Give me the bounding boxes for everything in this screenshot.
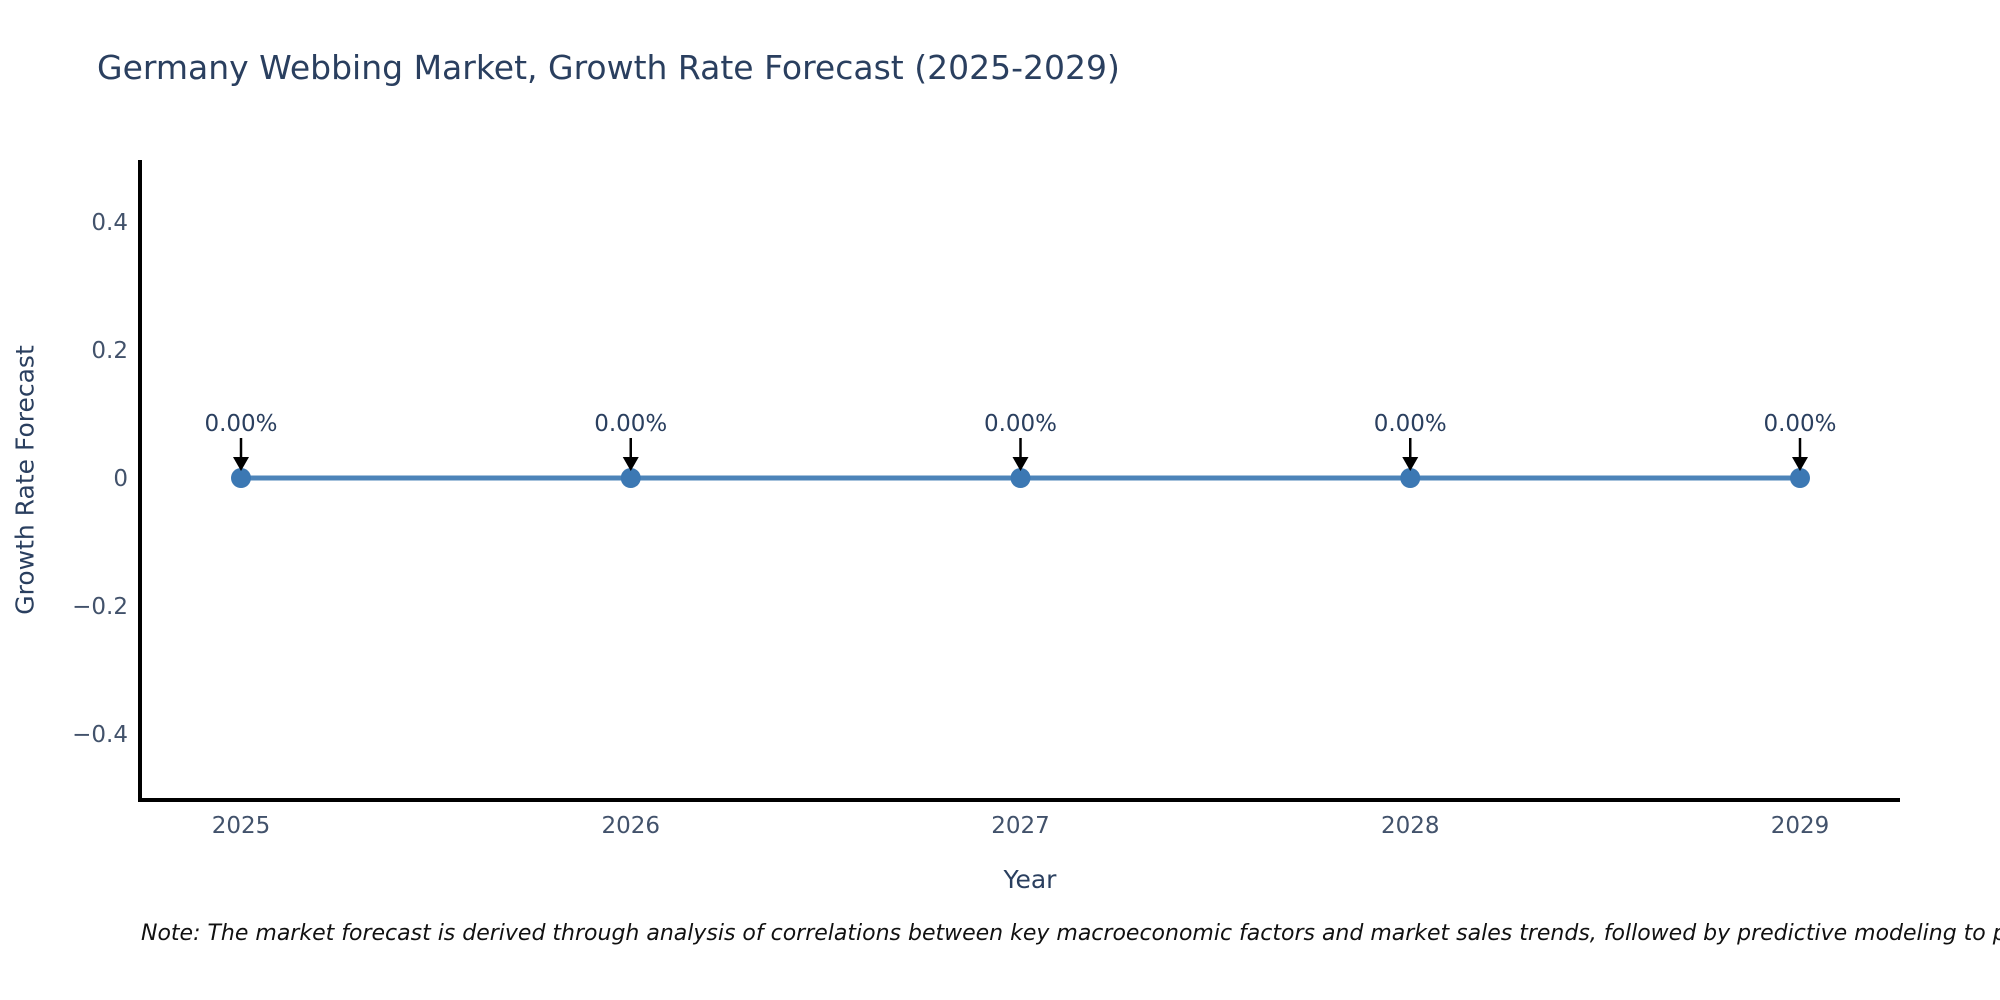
- x-tick-labels: 2025 2026 2027 2028 2029: [212, 813, 1830, 839]
- chart-title: Germany Webbing Market, Growth Rate Fore…: [97, 48, 1120, 87]
- x-tick-label: 2029: [1771, 813, 1830, 839]
- point-annotation-label: 0.00%: [1763, 411, 1836, 437]
- data-point-marker: [620, 468, 641, 488]
- point-annotation-label: 0.00%: [984, 411, 1057, 437]
- point-annotations: 0.00% 0.00% 0.00% 0.00% 0.00%: [204, 411, 1837, 471]
- data-point-marker: [1010, 468, 1031, 488]
- y-tick-label: 0.2: [91, 338, 128, 364]
- y-tick-labels: 0.4 0.2 0 −0.2 −0.4: [72, 210, 128, 748]
- data-point-marker: [1790, 468, 1810, 488]
- footnote: Note: The market forecast is derived thr…: [141, 921, 2000, 946]
- point-annotation-label: 0.00%: [1374, 411, 1447, 437]
- annotation-arrowhead-icon: [622, 457, 639, 471]
- point-annotation-label: 0.00%: [594, 411, 667, 437]
- annotation-arrowhead-icon: [1792, 457, 1808, 471]
- annotation-arrowhead-icon: [1012, 457, 1029, 471]
- x-tick-label: 2025: [212, 813, 271, 839]
- y-tick-label: 0: [113, 466, 128, 492]
- data-series: [231, 468, 1810, 488]
- annotation-arrowhead-icon: [233, 457, 249, 471]
- x-axis-title: Year: [1003, 865, 1057, 894]
- annotation-arrowhead-icon: [1402, 457, 1419, 471]
- x-tick-label: 2026: [601, 813, 660, 839]
- x-tick-label: 2028: [1381, 813, 1440, 839]
- data-point-marker: [231, 468, 251, 488]
- x-tick-label: 2027: [991, 813, 1050, 839]
- y-tick-label: −0.4: [72, 722, 128, 748]
- data-point-marker: [1400, 468, 1421, 488]
- point-annotation-label: 0.00%: [204, 411, 277, 437]
- y-tick-label: 0.4: [91, 210, 128, 236]
- y-tick-label: −0.2: [72, 594, 128, 620]
